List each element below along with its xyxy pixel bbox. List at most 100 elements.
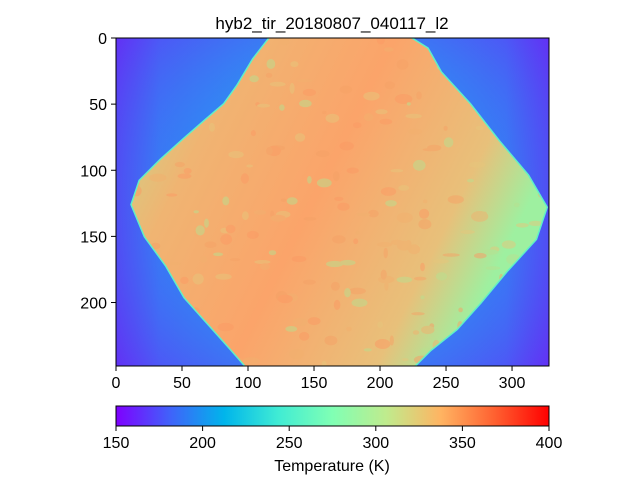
- colorbar-gradient: [115, 405, 550, 427]
- y-axis: 0 50 100 150 200: [80, 31, 116, 313]
- surface-speckle: [215, 273, 232, 280]
- surface-speckle: [420, 262, 425, 272]
- x-tick-label: 100: [235, 375, 262, 392]
- surface-speckle: [401, 358, 409, 362]
- surface-speckle: [480, 249, 499, 255]
- y-tick-label: 0: [98, 31, 107, 48]
- surface-speckle: [458, 307, 463, 313]
- surface-speckle: [355, 230, 360, 235]
- surface-speckle: [174, 161, 185, 168]
- surface-speckle: [180, 276, 189, 284]
- surface-speckle: [199, 256, 208, 263]
- surface-speckle: [292, 317, 308, 327]
- surface-speckle: [302, 88, 316, 97]
- surface-speckle: [324, 335, 338, 346]
- surface-speckle: [249, 75, 259, 83]
- surface-speckle: [208, 122, 215, 132]
- asteroid-body: [131, 38, 547, 366]
- colorbar-tick-label: 350: [449, 435, 476, 452]
- surface-speckle: [290, 61, 299, 68]
- colorbar-tick-label: 400: [536, 435, 563, 452]
- surface-speckle: [253, 210, 267, 215]
- surface-speckle: [269, 81, 286, 87]
- surface-speckle: [285, 326, 298, 332]
- surface-speckle: [291, 255, 307, 263]
- surface-speckle: [501, 240, 516, 249]
- surface-speckle: [398, 185, 410, 191]
- surface-speckle: [340, 259, 356, 266]
- colorbar-tick-label: 300: [362, 435, 389, 452]
- surface-speckle: [396, 59, 409, 70]
- surface-speckle: [299, 99, 312, 108]
- surface-speckle: [240, 173, 249, 184]
- surface-speckle: [265, 72, 273, 78]
- surface-speckle: [299, 331, 310, 341]
- surface-speckle: [337, 202, 350, 211]
- surface-speckle: [447, 195, 464, 204]
- surface-speckle: [289, 82, 295, 94]
- colorbar: 150 200 250 300 350 400 Temperature (K): [103, 405, 563, 475]
- surface-speckle: [474, 252, 487, 259]
- surface-speckle: [379, 118, 393, 125]
- surface-speckle: [222, 196, 230, 206]
- surface-speckle: [419, 208, 430, 219]
- surface-speckle: [228, 151, 244, 159]
- surface-speckle: [513, 202, 520, 208]
- surface-speckle: [254, 260, 271, 264]
- surface-speckle: [377, 321, 384, 329]
- surface-speckle: [344, 288, 351, 298]
- x-tick-label: 50: [173, 375, 191, 392]
- surface-speckle: [339, 85, 353, 94]
- surface-speckle: [421, 325, 435, 335]
- surface-speckle: [363, 91, 380, 101]
- surface-speckle: [423, 199, 428, 204]
- surface-speckle: [418, 219, 432, 230]
- surface-speckle: [321, 110, 327, 115]
- surface-speckle: [460, 230, 475, 234]
- surface-speckle: [325, 113, 340, 123]
- surface-speckle: [260, 263, 270, 270]
- surface-speckle: [150, 242, 161, 250]
- surface-speckle: [217, 322, 234, 332]
- colorbar-ticks: 150 200 250 300 350 400: [103, 426, 563, 452]
- surface-speckle: [471, 211, 489, 222]
- surface-speckle: [406, 102, 411, 106]
- surface-speckle: [351, 298, 368, 307]
- y-tick-label: 50: [89, 97, 107, 114]
- surface-speckle: [246, 230, 259, 239]
- surface-speckle: [279, 38, 290, 46]
- surface-speckle: [288, 348, 305, 360]
- surface-speckle: [242, 357, 260, 366]
- y-tick-label: 200: [80, 296, 107, 313]
- surface-speckle: [383, 47, 394, 52]
- surface-speckle: [435, 272, 448, 281]
- colorbar-tick-label: 250: [276, 435, 303, 452]
- surface-speckle: [277, 294, 293, 304]
- surface-speckle: [242, 211, 249, 221]
- x-tick-label: 300: [499, 375, 526, 392]
- surface-speckle: [383, 247, 388, 259]
- surface-speckle: [485, 266, 501, 270]
- surface-speckle: [396, 276, 413, 283]
- surface-speckle: [266, 146, 273, 156]
- surface-speckle: [405, 113, 422, 119]
- surface-speckle: [177, 173, 192, 179]
- surface-speckle: [384, 81, 395, 90]
- surface-speckle: [164, 262, 181, 266]
- surface-speckle: [515, 223, 529, 228]
- x-axis: 0 50 100 150 200 250 300: [112, 366, 526, 392]
- surface-speckle: [279, 104, 285, 111]
- surface-speckle: [412, 330, 420, 335]
- surface-speckle: [220, 234, 233, 245]
- x-tick-label: 250: [433, 375, 460, 392]
- surface-speckle: [192, 273, 204, 285]
- surface-speckle: [166, 193, 178, 197]
- surface-speckle: [414, 276, 427, 281]
- colorbar-label: Temperature (K): [274, 458, 390, 475]
- surface-speckle: [339, 141, 355, 151]
- surface-speckle: [229, 258, 241, 262]
- surface-speckle: [204, 218, 209, 228]
- surface-speckle: [380, 187, 397, 196]
- surface-speckle: [348, 287, 366, 295]
